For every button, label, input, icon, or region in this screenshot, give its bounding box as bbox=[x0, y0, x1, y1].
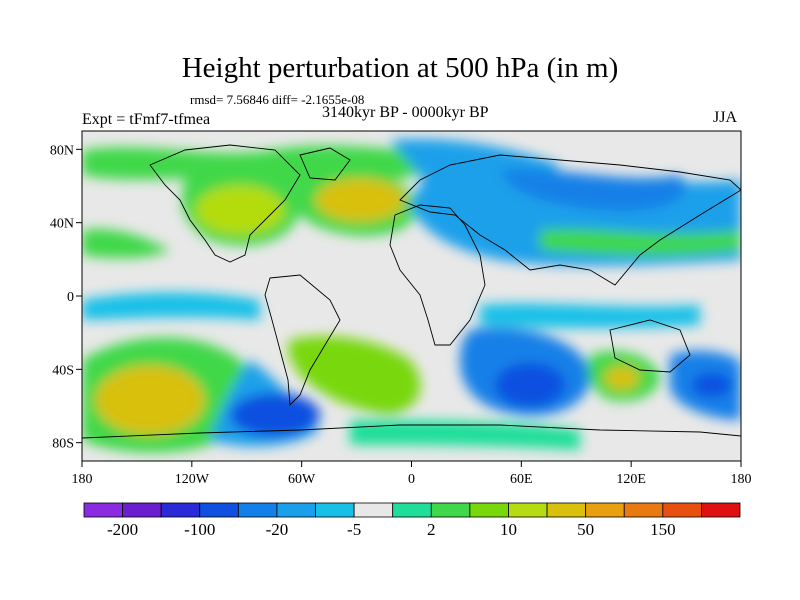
coastlines bbox=[82, 144, 741, 439]
colorbar-label: -5 bbox=[347, 520, 361, 539]
colorbar-swatch bbox=[392, 502, 432, 518]
lon-tick-label: 0 bbox=[408, 472, 415, 487]
antarctic-green-band bbox=[350, 420, 580, 450]
colorbar-swatch bbox=[353, 502, 394, 518]
colorbar-label: 150 bbox=[650, 520, 676, 539]
greenland-coast bbox=[299, 147, 351, 181]
south-america-coast bbox=[264, 274, 341, 407]
north-america-coast bbox=[149, 144, 301, 263]
plot-title: Height perturbation at 500 hPa (in m) bbox=[181, 52, 619, 84]
colorbar-swatch bbox=[662, 502, 702, 518]
tropical-cyan-band bbox=[82, 292, 260, 320]
period-label: 3140kyr BP - 0000kyr BP bbox=[322, 104, 489, 121]
anomaly-field bbox=[82, 131, 741, 461]
pacific-green-patch bbox=[82, 229, 170, 259]
australia-coast bbox=[609, 319, 691, 373]
eurasia-negative-core bbox=[500, 169, 686, 211]
indian-ocean-negative-core bbox=[495, 363, 565, 407]
eurasia-coast bbox=[399, 154, 741, 286]
colorbar-label: 2 bbox=[427, 520, 436, 539]
lat-tick-label: 0 bbox=[67, 290, 74, 305]
colorbar-swatch bbox=[623, 502, 664, 518]
rmsd-diff-stats: rmsd= 7.56846 diff= -2.1655e-08 bbox=[190, 92, 365, 107]
lat-tick-label: 40N bbox=[50, 217, 74, 232]
colorbar-swatch bbox=[237, 502, 278, 518]
lat-tick-label: 40S bbox=[52, 363, 74, 378]
lat-tick-label: 80S bbox=[52, 437, 74, 452]
colorbar: -200 -100 -20 -5 2 10 50 150 bbox=[83, 502, 741, 539]
colorbar-swatch bbox=[585, 502, 625, 518]
sw-pacific-negative-core bbox=[692, 373, 732, 397]
indo-pacific-cyan-band bbox=[480, 303, 700, 329]
southern-ocean-negative-core bbox=[230, 393, 320, 437]
longitude-axis: 180 120W 60W 0 60E 120E 180 bbox=[72, 461, 752, 487]
south-pacific-positive-core bbox=[95, 365, 205, 435]
colorbar-swatch bbox=[122, 502, 162, 518]
south-atlantic-positive bbox=[288, 336, 421, 415]
lon-tick-label: 180 bbox=[72, 472, 93, 487]
lon-tick-label: 120W bbox=[175, 472, 210, 487]
season-label: JJA bbox=[713, 109, 738, 126]
colorbar-swatch bbox=[546, 502, 587, 518]
colorbar-swatch bbox=[160, 502, 201, 518]
colorbar-swatch bbox=[469, 502, 509, 518]
lon-tick-label: 60E bbox=[510, 472, 533, 487]
colorbar-swatch bbox=[199, 502, 239, 518]
australia-positive-core bbox=[604, 366, 640, 390]
colorbar-swatch bbox=[430, 502, 471, 518]
colorbar-swatch bbox=[276, 502, 316, 518]
colorbar-swatch bbox=[315, 502, 355, 518]
colorbar-swatch bbox=[508, 502, 548, 518]
antarctica-coast bbox=[82, 424, 741, 439]
africa-coast bbox=[389, 204, 486, 346]
lon-tick-label: 180 bbox=[731, 472, 752, 487]
lon-tick-label: 120E bbox=[616, 472, 646, 487]
colorbar-label: 50 bbox=[577, 520, 594, 539]
lat-tick-label: 80N bbox=[50, 143, 74, 158]
north-atlantic-positive-core bbox=[315, 178, 405, 222]
colorbar-swatch bbox=[83, 502, 123, 518]
asia-green-band bbox=[540, 228, 741, 256]
north-america-positive-core bbox=[195, 185, 285, 235]
colorbar-label: -100 bbox=[184, 520, 215, 539]
colorbar-label: -200 bbox=[107, 520, 138, 539]
colorbar-label: -20 bbox=[266, 520, 289, 539]
latitude-axis: 80N 40N 0 40S 80S bbox=[50, 143, 82, 452]
colorbar-label: 10 bbox=[500, 520, 517, 539]
colorbar-swatch bbox=[701, 502, 741, 518]
experiment-label: Expt = tFmf7-tfmea bbox=[82, 111, 211, 128]
lon-tick-label: 60W bbox=[288, 472, 316, 487]
